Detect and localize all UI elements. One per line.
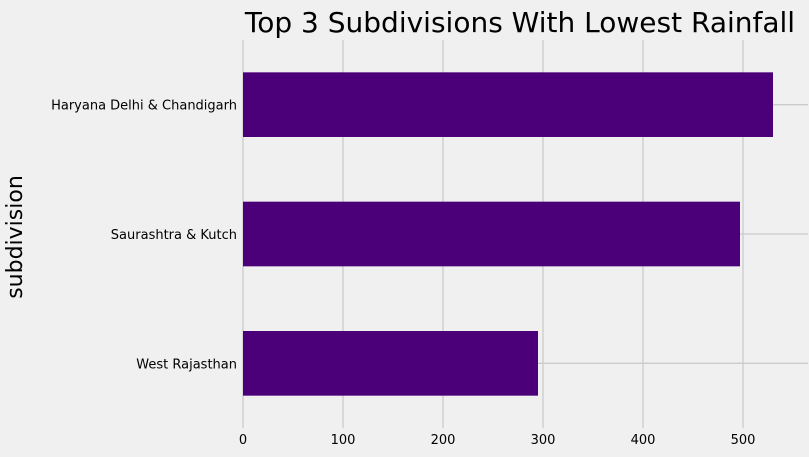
x-tick-label: 400 <box>631 433 656 448</box>
bar <box>243 72 773 137</box>
x-tick-label: 100 <box>331 433 356 448</box>
chart-title: Top 3 Subdivisions With Lowest Rainfall <box>244 6 795 39</box>
y-tick-label: Haryana Delhi & Chandigarh <box>51 99 237 114</box>
x-tick-label: 0 <box>239 433 247 448</box>
x-tick-label: 300 <box>531 433 556 448</box>
bars-layer <box>243 72 773 396</box>
x-tick-label: 200 <box>431 433 456 448</box>
x-tick-label: 500 <box>731 433 756 448</box>
bar <box>243 201 740 267</box>
y-tick-label: West Rajasthan <box>136 357 237 372</box>
y-axis-label: subdivision <box>3 175 28 299</box>
bar <box>243 331 538 396</box>
y-tick-label: Saurashtra & Kutch <box>111 228 237 243</box>
ticks-layer: 0 100 200 300 400 500 Haryana Delhi & Chandiga… <box>51 99 755 448</box>
